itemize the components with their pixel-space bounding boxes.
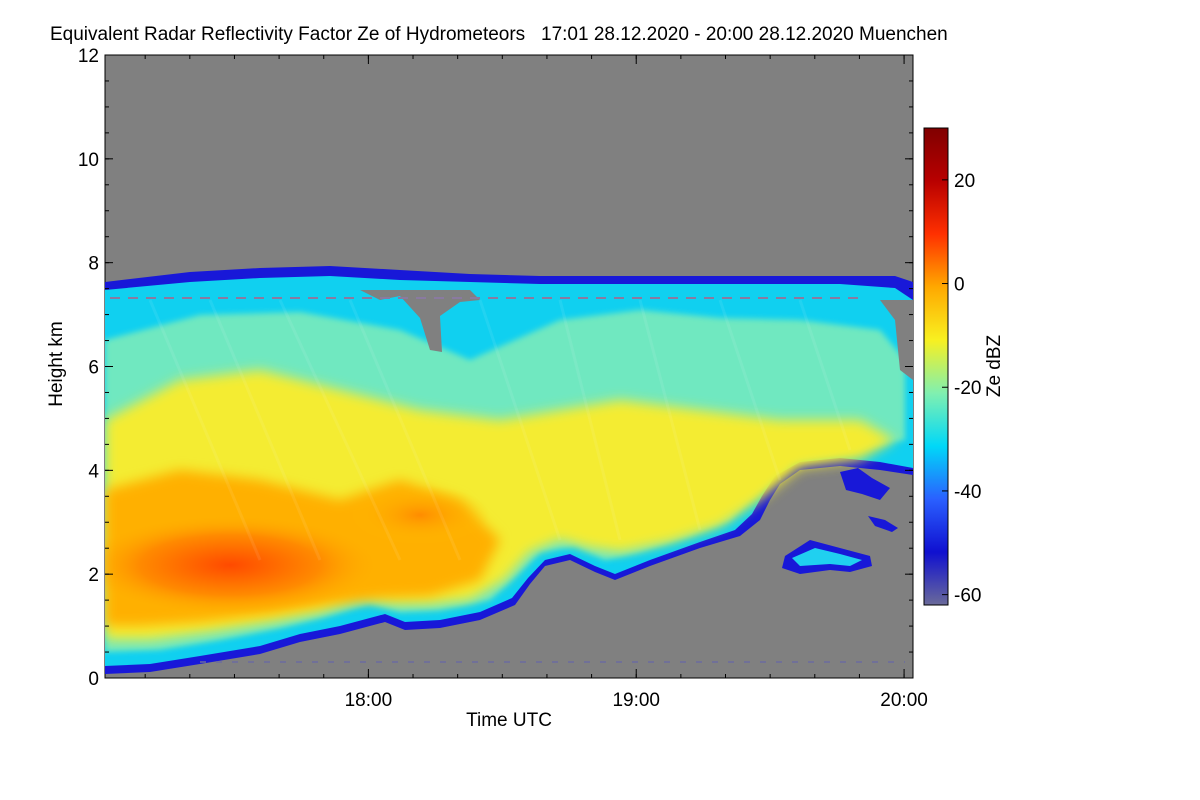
cloud-top-gap — [360, 290, 480, 352]
x-axis: 18:00 19:00 20:00 — [144, 55, 928, 711]
y-axis: 0 2 4 6 8 10 12 — [78, 46, 913, 690]
y-tick-label: 2 — [88, 565, 99, 586]
y-tick-label: 6 — [88, 358, 99, 379]
echo-secondary-core — [350, 485, 490, 545]
y-tick-label: 4 — [88, 461, 99, 482]
x-axis-label: Time UTC — [466, 710, 552, 731]
detached-layer-small — [868, 516, 898, 532]
detached-blob — [840, 468, 890, 500]
detached-layer-inner — [792, 548, 862, 566]
colorbar-tick-label: -60 — [954, 586, 981, 607]
y-axis-label: Height km — [46, 321, 67, 407]
cloud-top-gap-right — [880, 300, 913, 380]
colorbar-label: Ze dBZ — [984, 334, 1005, 397]
colorbar-tick-label: -20 — [954, 378, 981, 399]
x-tick-label: 18:00 — [345, 690, 393, 711]
colorbar-tick-label: -40 — [954, 482, 981, 503]
y-tick-label: 12 — [78, 46, 99, 67]
y-tick-label: 0 — [88, 669, 99, 690]
colorbar-ticks: -60 -40 -20 0 20 — [942, 171, 981, 607]
echo-core — [105, 515, 380, 615]
x-tick-label: 19:00 — [612, 690, 660, 711]
colorbar-tick-label: 0 — [954, 275, 965, 296]
colorbar — [923, 127, 949, 606]
chart-title: Equivalent Radar Reflectivity Factor Ze … — [50, 24, 948, 45]
y-tick-label: 10 — [78, 150, 99, 171]
echo-field — [105, 266, 913, 674]
colorbar-tick-label: 20 — [954, 171, 975, 192]
fall-streaks — [148, 299, 852, 561]
y-tick-label: 8 — [88, 254, 99, 275]
x-tick-label: 20:00 — [880, 690, 928, 711]
